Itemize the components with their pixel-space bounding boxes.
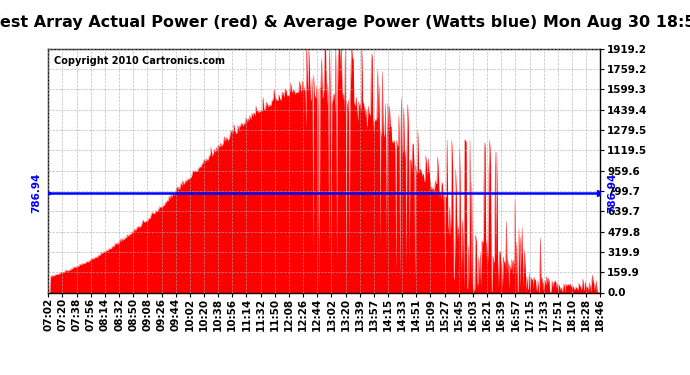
Text: Copyright 2010 Cartronics.com: Copyright 2010 Cartronics.com xyxy=(54,56,225,66)
Text: 786.94: 786.94 xyxy=(607,172,618,213)
Text: 786.94: 786.94 xyxy=(31,172,41,213)
Text: West Array Actual Power (red) & Average Power (Watts blue) Mon Aug 30 18:57: West Array Actual Power (red) & Average … xyxy=(0,15,690,30)
